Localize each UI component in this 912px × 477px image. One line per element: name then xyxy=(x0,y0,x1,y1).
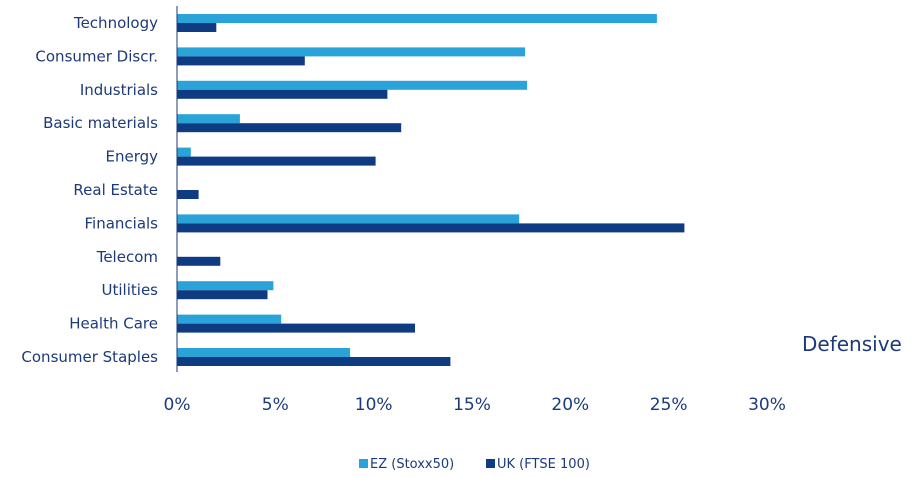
x-tick-label: 5% xyxy=(262,395,289,415)
category-label-industrials: Industrials xyxy=(80,81,158,99)
category-label-utilities: Utilities xyxy=(102,281,159,299)
bar-uk-utilities xyxy=(177,290,268,300)
bar-ez-basic-materials xyxy=(177,114,240,124)
legend-swatch-uk xyxy=(486,459,495,468)
bar-uk-telecom xyxy=(177,256,221,266)
defensive-annotation: Defensive xyxy=(802,332,902,356)
bars-group xyxy=(177,14,685,366)
x-tick-labels: 0% 5% 10% 15% 20% 25% 30% xyxy=(164,395,786,415)
bar-uk-consumer-staples xyxy=(177,357,451,366)
category-label-financials: Financials xyxy=(85,214,159,232)
legend-label-uk: UK (FTSE 100) xyxy=(497,457,590,472)
bar-uk-health-care xyxy=(177,323,415,333)
category-label-consumer-staples: Consumer Staples xyxy=(21,348,158,366)
category-label-energy: Energy xyxy=(105,148,158,166)
x-tick-label: 0% xyxy=(164,395,191,415)
bar-uk-technology xyxy=(177,23,217,32)
bar-ez-energy xyxy=(177,147,191,157)
category-label-consumer-discr: Consumer Discr. xyxy=(35,47,158,65)
category-label-technology: Technology xyxy=(73,14,158,32)
x-tick-label: 30% xyxy=(748,395,786,415)
bar-ez-health-care xyxy=(177,314,282,324)
bar-uk-industrials xyxy=(177,89,388,99)
bar-uk-energy xyxy=(177,156,376,166)
bar-ez-consumer-staples xyxy=(177,348,351,357)
bar-uk-financials xyxy=(177,223,685,233)
x-tick-label: 20% xyxy=(551,395,589,415)
bar-ez-utilities xyxy=(177,281,274,291)
bar-ez-industrials xyxy=(177,80,528,90)
bar-ez-technology xyxy=(177,14,657,23)
bar-uk-basic-materials xyxy=(177,123,402,133)
category-label-basic-materials: Basic materials xyxy=(43,114,158,132)
x-tick-label: 10% xyxy=(355,395,393,415)
legend: EZ (Stoxx50) UK (FTSE 100) xyxy=(359,457,590,472)
legend-label-ez: EZ (Stoxx50) xyxy=(370,457,454,472)
bar-ez-financials xyxy=(177,214,520,224)
x-tick-label: 15% xyxy=(453,395,491,415)
category-label-telecom: Telecom xyxy=(96,248,158,266)
bar-uk-real-estate xyxy=(177,190,199,199)
x-tick-label: 25% xyxy=(650,395,688,415)
legend-swatch-ez xyxy=(359,459,368,468)
category-label-health-care: Health Care xyxy=(69,315,158,333)
bar-uk-consumer-discr xyxy=(177,56,305,66)
category-label-real-estate: Real Estate xyxy=(73,181,158,199)
bar-ez-consumer-discr xyxy=(177,47,526,57)
category-labels: Technology Consumer Discr. Industrials Basi… xyxy=(21,14,158,366)
